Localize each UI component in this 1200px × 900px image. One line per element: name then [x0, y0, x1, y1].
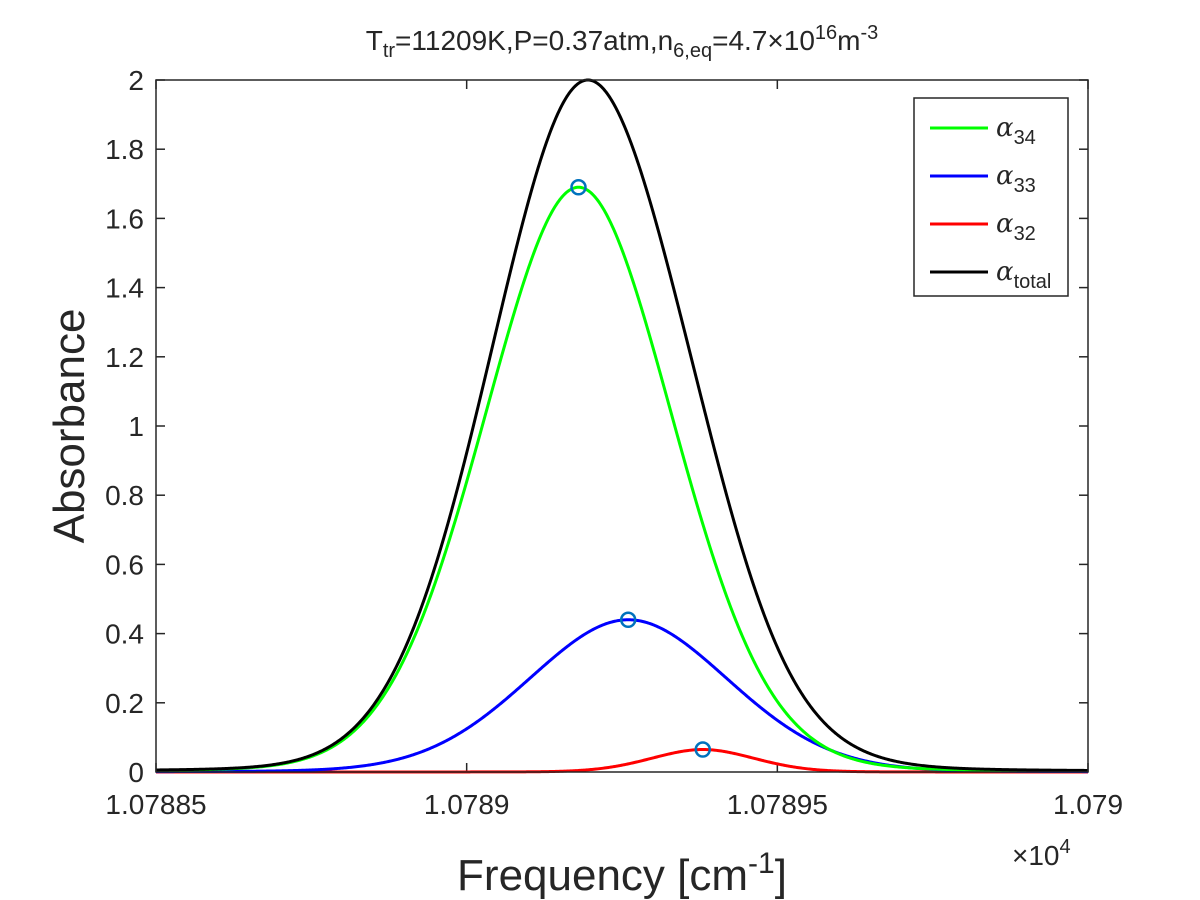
y-tick-label: 2	[128, 65, 144, 96]
x-tick-label: 1.07895	[727, 789, 828, 820]
y-tick-label: 0.8	[105, 480, 144, 511]
y-tick-label: 0.4	[105, 619, 144, 650]
peak-marker	[619, 611, 637, 629]
x-tick-label: 1.079	[1053, 789, 1123, 820]
legend-box	[913, 97, 1069, 297]
y-tick-label: 1.8	[105, 134, 144, 165]
y-tick-label: 1.2	[105, 342, 144, 373]
axes-frame	[155, 79, 1089, 773]
series-line-total	[155, 78, 1089, 772]
chart-title: Ttr=11209K,P=0.37atm,n6,eq=4.7×1016m-3	[366, 22, 879, 62]
legend: α34 α33 α32 αtotal	[913, 97, 1069, 297]
legend-label-32: α32	[996, 209, 1036, 245]
y-tick-label: 0	[128, 757, 144, 788]
y-tick-label: 0.6	[105, 549, 144, 580]
legend-label-34: α34	[996, 113, 1036, 149]
x-tick-label: 1.07885	[105, 789, 206, 820]
x-axis-multiplier: ×104	[1012, 836, 1071, 871]
legend-label-total: αtotal	[996, 257, 1051, 293]
y-axis-label: Absorbance	[45, 309, 94, 544]
y-tick-label: 0.2	[105, 688, 144, 719]
y-tick-label: 1.6	[105, 203, 144, 234]
peak-marker	[570, 179, 587, 196]
y-tick-label: 1.4	[105, 273, 144, 304]
y-tick-label: 1	[128, 411, 144, 442]
x-tick-label: 1.0789	[424, 789, 510, 820]
legend-label-33: α33	[996, 161, 1036, 197]
x-axis-label: Frequency [cm-1]	[457, 847, 787, 900]
peak-marker	[694, 741, 712, 758]
